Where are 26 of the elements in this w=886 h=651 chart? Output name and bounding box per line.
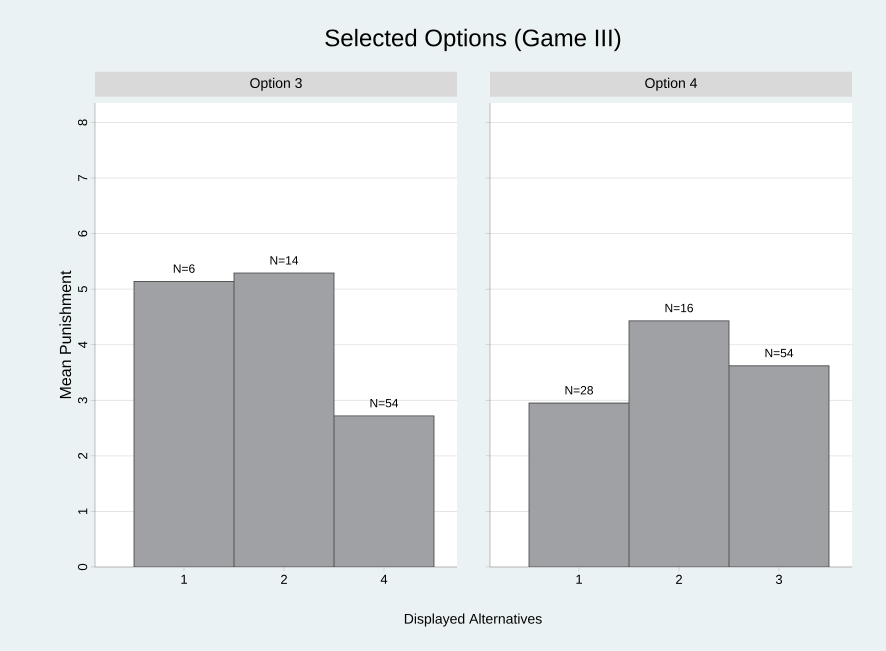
y-tick-label: 0 bbox=[78, 564, 88, 570]
y-tick-label: 3 bbox=[78, 397, 88, 404]
x-axis-title: Displayed Alternatives bbox=[404, 613, 542, 627]
x-tick-label: 1 bbox=[181, 574, 187, 584]
annotation: N=14 bbox=[270, 256, 298, 264]
y-tick-label: 2 bbox=[78, 452, 88, 459]
x-tick-label: 3 bbox=[776, 574, 782, 584]
y-tick-label: 5 bbox=[78, 286, 88, 292]
y-tick-label: 1 bbox=[78, 508, 88, 514]
x-tick-label: 2 bbox=[281, 574, 287, 584]
annotation: N=28 bbox=[565, 386, 593, 395]
x-tick-label: 4 bbox=[380, 574, 388, 584]
annotation: N=54 bbox=[765, 348, 794, 358]
y-axis-title: Mean Punishment bbox=[59, 270, 72, 398]
annotation: N=16 bbox=[665, 304, 693, 312]
x-tick-label: 1 bbox=[576, 574, 582, 584]
y-tick-label: 6 bbox=[78, 230, 88, 237]
annotation: N=6 bbox=[174, 264, 195, 273]
x-tick-label: 2 bbox=[676, 574, 682, 584]
y-tick-label: 8 bbox=[78, 119, 88, 126]
chart-subtitle: Option 3 bbox=[250, 78, 302, 91]
chart-subtitle: Option 4 bbox=[645, 78, 698, 91]
chart-title: Selected Options (Game III) bbox=[325, 28, 620, 52]
y-tick-label: 7 bbox=[78, 175, 88, 181]
annotation: N=54 bbox=[370, 398, 398, 408]
y-tick-label: 4 bbox=[78, 341, 88, 348]
